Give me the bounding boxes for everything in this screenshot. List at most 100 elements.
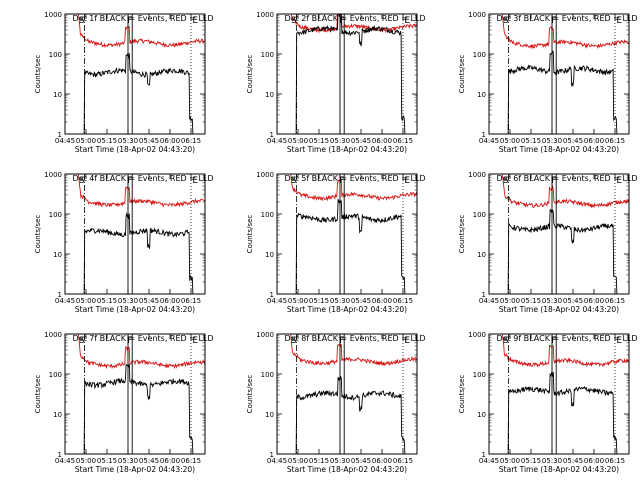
y-tick-label: 1 (58, 451, 62, 459)
marker-label: S (79, 16, 85, 26)
marker-label: S (291, 16, 297, 26)
y-tick-label: 10 (477, 251, 486, 259)
y-tick-label: 1000 (256, 11, 274, 19)
x-axis-label: Start Time (18-Apr-02 04:43:20) (287, 305, 407, 314)
y-axis-label: Counts/sec (458, 375, 466, 414)
y-tick-label: 1 (58, 291, 62, 299)
x-tick-label: 06:00 (372, 457, 392, 465)
x-tick-label: 05:30 (330, 297, 350, 305)
marker-label: F (127, 336, 132, 346)
lld-series-line (77, 14, 205, 49)
marker-label: E (404, 336, 410, 346)
plot-frame (276, 173, 418, 295)
events-series-line (277, 198, 417, 294)
marker-label: F (339, 16, 344, 26)
y-tick-label: 100 (473, 371, 486, 379)
x-tick-label: 06:15 (605, 137, 625, 145)
events-series-line (65, 53, 205, 134)
x-tick-label: 06:00 (584, 137, 604, 145)
marker-label: S (503, 16, 509, 26)
marker-label: E (616, 176, 622, 186)
y-tick-label: 1 (482, 451, 486, 459)
x-tick-label: 05:00 (288, 137, 308, 145)
marker-label: F (127, 16, 132, 26)
x-tick-label: 05:45 (351, 297, 371, 305)
y-axis-label: Counts/sec (246, 215, 254, 254)
y-tick-label: 1000 (256, 171, 274, 179)
marker-label: F (339, 176, 344, 186)
y-tick-label: 1000 (44, 331, 62, 339)
x-axis-label: Start Time (18-Apr-02 04:43:20) (499, 465, 619, 474)
marker-label: F (127, 176, 132, 186)
x-tick-label: 05:30 (330, 457, 350, 465)
x-tick-label: 05:45 (563, 457, 583, 465)
marker-label: E (616, 336, 622, 346)
y-axis-label: Counts/sec (458, 215, 466, 254)
panel-title: Det 3f BLACK = Events, RED = LLD (496, 14, 637, 23)
x-axis-label: Start Time (18-Apr-02 04:43:20) (75, 305, 195, 314)
x-tick-label: 06:15 (393, 297, 413, 305)
x-axis-label: Start Time (18-Apr-02 04:43:20) (499, 145, 619, 154)
y-tick-label: 10 (265, 91, 274, 99)
y-tick-label: 1000 (468, 11, 486, 19)
x-tick-label: 05:15 (97, 457, 117, 465)
x-tick-label: 04:45 (55, 137, 75, 145)
plot-frame (276, 333, 418, 455)
lld-series-line (290, 174, 417, 202)
x-tick-label: 06:15 (181, 297, 201, 305)
x-tick-label: 04:45 (55, 457, 75, 465)
marker-label: E (404, 176, 410, 186)
marker-label: S (503, 336, 509, 346)
x-tick-label: 05:15 (521, 297, 541, 305)
x-tick-label: 06:00 (372, 297, 392, 305)
y-axis-label: Counts/sec (246, 55, 254, 94)
marker-label: S (291, 336, 297, 346)
x-tick-label: 04:45 (479, 457, 499, 465)
x-tick-label: 05:15 (309, 297, 329, 305)
marker-label: E (616, 16, 622, 26)
marker-label: S (79, 336, 85, 346)
y-tick-label: 1000 (468, 331, 486, 339)
lld-series-line (77, 174, 205, 208)
x-tick-label: 05:45 (563, 137, 583, 145)
marker-label: E (192, 176, 198, 186)
events-series-line (489, 371, 629, 454)
x-tick-label: 05:30 (330, 137, 350, 145)
x-tick-label: 06:00 (160, 457, 180, 465)
plot-frame (488, 13, 630, 135)
x-tick-label: 06:15 (393, 457, 413, 465)
x-tick-label: 06:15 (605, 457, 625, 465)
panel-title: Det 1f BLACK = Events, RED = LLD (72, 14, 213, 23)
y-axis-label: Counts/sec (34, 55, 42, 94)
y-tick-label: 10 (265, 251, 274, 259)
x-tick-label: 04:45 (479, 297, 499, 305)
x-tick-label: 06:00 (160, 137, 180, 145)
y-tick-label: 1000 (468, 171, 486, 179)
plot-frame (488, 173, 630, 295)
plot-frame (64, 13, 206, 135)
events-series-line (277, 14, 417, 134)
x-tick-label: 05:00 (76, 457, 96, 465)
lld-series-line (77, 334, 205, 370)
x-tick-label: 05:00 (500, 137, 520, 145)
y-tick-label: 100 (49, 371, 62, 379)
y-tick-label: 1 (270, 451, 274, 459)
events-series-line (489, 208, 629, 294)
y-axis-label: Counts/sec (246, 375, 254, 414)
x-tick-label: 04:45 (267, 137, 287, 145)
y-tick-label: 10 (53, 251, 62, 259)
x-tick-label: 05:15 (97, 137, 117, 145)
x-tick-label: 06:15 (181, 457, 201, 465)
y-tick-label: 1000 (44, 171, 62, 179)
marker-label: E (404, 16, 410, 26)
y-tick-label: 1000 (256, 331, 274, 339)
marker-label: E (192, 16, 198, 26)
events-series-line (65, 363, 205, 454)
x-tick-label: 05:30 (118, 137, 138, 145)
y-tick-label: 10 (53, 91, 62, 99)
x-tick-label: 06:00 (584, 297, 604, 305)
